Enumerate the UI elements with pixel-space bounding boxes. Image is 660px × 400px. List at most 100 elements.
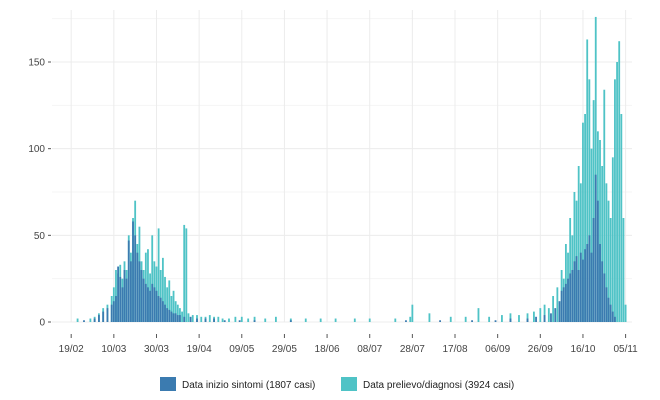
bar-diagnosi: [151, 235, 154, 322]
bar-diagnosi: [618, 41, 621, 322]
bar-sintomi: [127, 240, 130, 322]
bar-sintomi: [149, 290, 151, 322]
bar-diagnosi: [622, 218, 625, 322]
bar-diagnosi: [368, 318, 371, 322]
legend-label-diagnosi: Data prelievo/diagnosi (3924 casi): [363, 380, 514, 391]
bar-sintomi: [590, 252, 593, 322]
bar-diagnosi: [614, 79, 616, 322]
bar-sintomi: [164, 304, 166, 322]
bar-sintomi: [238, 320, 241, 322]
bar-sintomi: [142, 278, 145, 322]
bar-sintomi: [179, 315, 181, 322]
bar-sintomi: [614, 316, 616, 322]
bar-sintomi: [166, 308, 169, 322]
legend-label-sintomi: Data inizio sintomi (1807 casi): [182, 380, 315, 391]
bar-sintomi: [569, 273, 572, 322]
y-tick-label: 150: [28, 58, 45, 69]
bar-sintomi: [161, 301, 164, 322]
bar-diagnosi: [518, 315, 520, 322]
bar-sintomi: [494, 320, 497, 322]
x-tick-label: 30/03: [144, 344, 169, 355]
bar-sintomi: [129, 261, 132, 322]
bar-sintomi: [564, 283, 567, 322]
bar-sintomi: [558, 301, 561, 322]
bar-sintomi: [112, 301, 115, 322]
y-tick-label: 0: [39, 318, 45, 329]
x-tick-label: 19/04: [187, 344, 212, 355]
bar-sintomi: [155, 290, 158, 322]
bar-diagnosi: [161, 257, 164, 322]
bar-sintomi: [223, 320, 226, 322]
bar-sintomi: [151, 283, 154, 322]
bar-diagnosi: [147, 249, 149, 322]
bar-sintomi: [83, 320, 85, 322]
bar-sintomi: [196, 318, 198, 322]
bar-sintomi: [170, 311, 173, 322]
bar-diagnosi: [584, 114, 586, 322]
x-tick-label: 17/08: [442, 344, 467, 355]
bar-diagnosi: [409, 316, 412, 322]
x-tick-label: 06/09: [485, 344, 510, 355]
bar-sintomi: [439, 320, 441, 322]
bar-diagnosi: [464, 316, 467, 322]
bar-sintomi: [174, 313, 177, 322]
legend-swatch-diagnosi: [341, 377, 357, 391]
legend-swatch-sintomi: [160, 377, 176, 391]
bar-sintomi: [172, 313, 175, 322]
bar-sintomi: [562, 287, 565, 322]
bar-sintomi: [582, 259, 584, 322]
bar-diagnosi: [586, 39, 589, 322]
bar-diagnosi: [187, 313, 190, 322]
bar-diagnosi: [599, 140, 601, 322]
x-tick-label: 09/05: [229, 344, 254, 355]
bar-sintomi: [134, 235, 137, 322]
bar-sintomi: [213, 318, 215, 322]
bar-diagnosi: [174, 301, 177, 322]
x-tick-label: 19/02: [59, 344, 84, 355]
bar-sintomi: [601, 261, 604, 322]
bar-sintomi: [176, 315, 179, 322]
y-tick-label: 100: [28, 144, 45, 155]
bar-diagnosi: [579, 183, 582, 322]
bar-diagnosi: [601, 166, 604, 322]
bar-diagnosi: [582, 122, 584, 322]
bar-diagnosi: [411, 304, 414, 322]
bar-diagnosi: [509, 313, 512, 322]
bar-diagnosi: [394, 318, 397, 322]
bar-diagnosi: [159, 270, 162, 322]
bar-sintomi: [526, 318, 529, 322]
bar-sintomi: [183, 316, 186, 322]
bar-diagnosi: [577, 166, 580, 322]
bar-sintomi: [577, 270, 580, 322]
bar-sintomi: [98, 315, 100, 322]
x-tick-label: 28/07: [400, 344, 425, 355]
bar-sintomi: [147, 287, 149, 322]
bar-diagnosi: [547, 308, 550, 322]
bar-sintomi: [586, 244, 589, 322]
bar-sintomi: [405, 320, 407, 322]
bar-diagnosi: [183, 224, 186, 322]
bar-diagnosi: [592, 100, 595, 322]
bar-sintomi: [543, 315, 546, 322]
bar-diagnosi: [605, 183, 608, 322]
bar-diagnosi: [543, 304, 546, 322]
bar-sintomi: [123, 270, 126, 322]
bar-sintomi: [584, 249, 586, 322]
bar-sintomi: [159, 297, 162, 322]
bar-sintomi: [594, 174, 597, 322]
bar-diagnosi: [428, 313, 431, 322]
bar-diagnosi: [334, 318, 337, 322]
bar-sintomi: [93, 318, 96, 322]
bar-diagnosi: [552, 296, 555, 322]
bar-diagnosi: [168, 280, 171, 322]
bar-diagnosi: [533, 311, 535, 322]
bar-diagnosi: [620, 114, 623, 322]
x-tick-label: 26/09: [528, 344, 553, 355]
bar-diagnosi: [181, 311, 183, 322]
bar-diagnosi: [603, 89, 606, 322]
x-tick-label: 29/05: [272, 344, 297, 355]
bar-sintomi: [138, 261, 141, 322]
bar-sintomi: [253, 320, 256, 322]
bar-sintomi: [168, 309, 171, 322]
